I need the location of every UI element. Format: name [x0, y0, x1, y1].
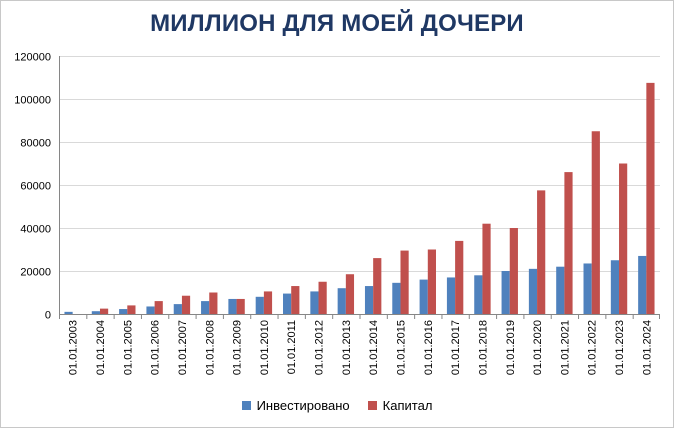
bar-invested [501, 271, 510, 314]
bar-capital [127, 305, 136, 314]
x-tick-label: 01.01.2018 [477, 320, 489, 375]
bar-capital [482, 223, 491, 314]
bar-invested [638, 255, 647, 314]
x-tick-label: 01.01.2007 [177, 320, 189, 375]
x-tick-label: 01.01.2016 [423, 320, 435, 375]
x-tick-label: 01.01.2024 [641, 320, 653, 375]
bar-invested [337, 288, 346, 314]
legend: Инвестировано Капитал [0, 398, 674, 413]
legend-item: Капитал [367, 398, 433, 413]
bar-invested [474, 275, 483, 314]
bar-capital [236, 298, 245, 314]
x-tick-label: 01.01.2019 [505, 320, 517, 375]
legend-label: Капитал [382, 398, 433, 413]
y-tick-label: 60000 [20, 181, 51, 193]
bar-capital [646, 82, 655, 314]
x-tick-labels: 01.01.2003 01.01.2004 01.01.2005 01.01.2006… [68, 320, 654, 375]
bar-capital [619, 163, 628, 314]
bar-capital [537, 190, 546, 314]
x-tick-label: 01.01.2020 [532, 320, 544, 375]
x-tick-label: 01.01.2022 [587, 320, 599, 375]
bar-capital [345, 274, 355, 314]
bar-capital [154, 301, 163, 314]
bar-capital [564, 172, 573, 314]
bar-invested [610, 260, 620, 314]
x-tick-label: 01.01.2014 [368, 320, 380, 375]
axes [59, 56, 660, 319]
bar-invested [173, 304, 182, 314]
y-tick-label: 0 [45, 310, 51, 322]
bar-capital [400, 250, 409, 314]
bar-invested [255, 296, 264, 314]
bar-capital [455, 240, 464, 314]
x-tick-label: 01.01.2017 [450, 320, 462, 375]
y-tick-label: 20000 [20, 267, 51, 279]
x-tick-label: 01.01.2004 [95, 320, 107, 375]
y-tick-label: 80000 [20, 138, 51, 150]
y-tick-label: 120000 [14, 52, 51, 64]
bar-invested [64, 311, 73, 314]
bar-capital [591, 131, 600, 314]
bar-invested [228, 298, 237, 314]
bar-capital [263, 291, 273, 314]
x-tick-label: 01.01.2005 [122, 320, 134, 375]
x-tick-label: 01.01.2015 [395, 320, 407, 375]
bar-capital [318, 281, 327, 314]
y-tick-labels: 0 20000 40000 60000 80000 100000 120000 [14, 52, 51, 322]
bar-capital [181, 295, 191, 314]
bar-invested [364, 286, 374, 314]
bar-invested [583, 263, 592, 314]
bar-invested [419, 279, 428, 314]
x-tick-label: 01.01.2021 [559, 320, 571, 375]
bar-capital [427, 249, 436, 314]
chart-title: МИЛЛИОН ДЛЯ МОЕЙ ДОЧЕРИ [150, 10, 524, 37]
bar-capital [209, 292, 218, 314]
bar-invested [119, 309, 128, 314]
x-tick-label: 01.01.2006 [150, 320, 162, 375]
bar-capital [373, 258, 382, 314]
bar-invested [556, 266, 565, 314]
legend-label: Инвестировано [256, 398, 350, 413]
bar-capital [291, 286, 300, 314]
x-tick-label: 01.01.2009 [232, 320, 244, 375]
x-tick-label: 01.01.2003 [68, 320, 80, 375]
bar-invested [146, 306, 155, 314]
y-tick-label: 40000 [20, 224, 51, 236]
bars [64, 82, 655, 314]
bar-invested [392, 282, 401, 314]
legend-swatch [367, 401, 377, 410]
legend-swatch [241, 401, 251, 410]
bar-invested [283, 293, 292, 314]
bar-capital [509, 228, 518, 314]
x-tick-label: 01.01.2013 [341, 320, 353, 375]
gridlines [59, 56, 660, 315]
bar-invested [201, 301, 210, 314]
y-tick-label: 100000 [14, 95, 51, 107]
x-tick-label: 01.01.2008 [204, 320, 216, 375]
bar-invested [91, 311, 100, 314]
x-tick-label: 01.01.2011 [286, 320, 298, 374]
bar-invested [528, 268, 538, 314]
bar-invested [310, 291, 319, 314]
x-tick-label: 01.01.2012 [314, 320, 326, 375]
bar-capital [99, 308, 109, 314]
x-tick-label: 01.01.2023 [614, 320, 626, 375]
x-tick-label: 01.01.2010 [259, 320, 271, 375]
legend-item: Инвестировано [241, 398, 350, 413]
bar-invested [446, 277, 456, 314]
